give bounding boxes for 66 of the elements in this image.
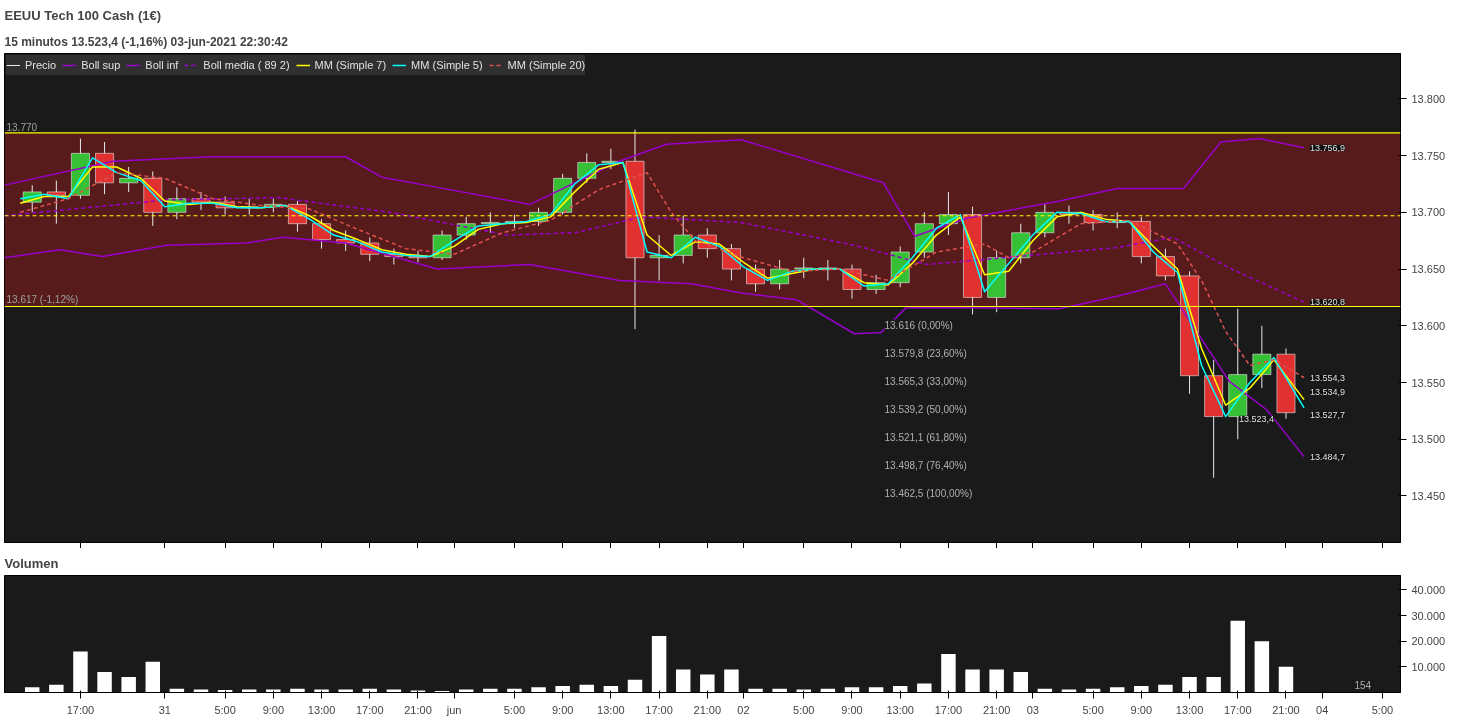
ref-line-label: 13.617 (-1,12%) <box>6 293 79 305</box>
y-tick-label: 10.000 <box>1411 660 1446 673</box>
annotation: 13.462,5 (100,00%) <box>884 487 973 499</box>
x-tick-label: 17:00 <box>934 703 963 716</box>
legend-label: MM (Simple 20) <box>507 59 586 71</box>
annotation: 13.616 (0,00%) <box>884 319 953 331</box>
x-tick-label: 9:00 <box>551 703 574 716</box>
x-tick-label: 21:00 <box>404 703 432 716</box>
legend-label: Boll sup <box>81 59 121 71</box>
chart-subtitle: 15 minutos 13.523,4 (-1,16%) 03-jun-2021 22:30:42 <box>4 34 289 49</box>
annotation: 13.484,7 <box>1310 451 1346 462</box>
annotation: 13.579,8 (23,60%) <box>884 347 967 359</box>
legend-label: Boll inf <box>145 59 179 71</box>
x-tick-label: 13:00 <box>886 703 914 716</box>
y-tick-label: 20.000 <box>1411 635 1446 648</box>
y-tick-label: 13.500 <box>1411 433 1446 446</box>
annotation: 13.565,3 (33,00%) <box>884 375 967 387</box>
x-tick-label: 5:00 <box>214 703 236 716</box>
annotation: 13.521,1 (61,80%) <box>884 431 967 443</box>
x-tick-label: 17:00 <box>66 703 95 716</box>
y-tick-label: 13.600 <box>1411 319 1446 332</box>
ref-line-label: 13.770 <box>6 121 38 133</box>
x-tick-label: 5:00 <box>1082 703 1104 716</box>
x-tick-label: 21:00 <box>1272 703 1300 716</box>
y-tick-label: 13.800 <box>1411 92 1446 105</box>
x-tick-label: 17:00 <box>356 703 384 716</box>
y-tick-label: 13.550 <box>1411 376 1446 389</box>
x-tick-label: 21:00 <box>982 703 1011 716</box>
x-tick-label: 9:00 <box>262 703 285 716</box>
x-tick-label: 5:00 <box>1371 703 1394 716</box>
legend-label: MM (Simple 5) <box>411 59 483 71</box>
y-tick-label: 13.650 <box>1411 263 1446 276</box>
x-tick-label: 13:00 <box>307 703 336 716</box>
x-tick-label: 17:00 <box>645 703 673 716</box>
x-tick-label: 13:00 <box>597 703 625 716</box>
x-tick-label: 5:00 <box>503 703 526 716</box>
annotation: 13.620,8 <box>1310 297 1346 308</box>
annotation: 13.539,2 (50,00%) <box>884 403 967 415</box>
x-tick-label: 9:00 <box>841 703 863 716</box>
x-tick-label: 04 <box>1316 703 1329 716</box>
chart-title: EEUU Tech 100 Cash (1€) <box>4 7 162 23</box>
y-tick-label: 30.000 <box>1411 609 1446 622</box>
annotation: 13.527,7 <box>1310 409 1346 420</box>
x-tick-label: jun <box>445 703 462 716</box>
x-tick-label: 17:00 <box>1223 703 1252 716</box>
y-tick-label: 13.450 <box>1411 489 1446 502</box>
legend-label: MM (Simple 7) <box>314 59 387 71</box>
x-tick-label: 21:00 <box>693 703 722 716</box>
x-tick-label: 02 <box>737 703 750 716</box>
x-tick-label: 13:00 <box>1175 703 1204 716</box>
y-tick-label: 13.700 <box>1411 206 1446 219</box>
x-tick-label: 9:00 <box>1130 703 1153 716</box>
annotation: 13.554,3 <box>1310 372 1346 383</box>
annotation: 154 <box>1354 679 1372 691</box>
x-tick-label: 31 <box>158 703 171 716</box>
legend-label: Precio <box>25 59 57 71</box>
annotation: 13.756,9 <box>1310 142 1346 153</box>
x-tick-label: 03 <box>1026 703 1039 716</box>
x-tick-label: 5:00 <box>793 703 815 716</box>
annotation: 13.523,4 <box>1238 413 1274 424</box>
annotation: 13.534,9 <box>1310 386 1346 397</box>
annotation: 13.498,7 (76,40%) <box>884 459 967 471</box>
chart-title: Volumen <box>4 555 59 571</box>
legend-label: Boll media ( 89 2) <box>203 59 290 71</box>
y-tick-label: 40.000 <box>1411 583 1446 596</box>
y-tick-label: 13.750 <box>1411 149 1446 162</box>
